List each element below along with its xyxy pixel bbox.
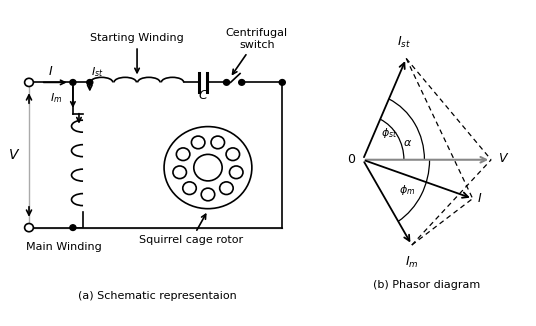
Text: 0: 0 [347, 153, 355, 166]
Text: (a) Schematic representaion: (a) Schematic representaion [78, 291, 237, 301]
Circle shape [70, 225, 76, 230]
Text: $I_m$: $I_m$ [50, 91, 62, 105]
Circle shape [211, 136, 225, 149]
Text: $\phi_{st}$: $\phi_{st}$ [382, 126, 398, 140]
Circle shape [25, 78, 33, 86]
Text: C: C [198, 89, 207, 102]
Text: $I_m$: $I_m$ [405, 255, 419, 270]
Circle shape [229, 166, 243, 179]
Text: $I_{st}$: $I_{st}$ [397, 35, 411, 50]
Text: Starting Winding: Starting Winding [90, 33, 184, 73]
Text: V: V [9, 148, 19, 162]
Circle shape [25, 224, 33, 232]
Circle shape [220, 182, 233, 195]
Circle shape [191, 136, 205, 149]
Circle shape [87, 80, 93, 85]
Text: (b) Phasor diagram: (b) Phasor diagram [374, 280, 481, 290]
Text: Squirrel cage rotor: Squirrel cage rotor [139, 214, 243, 245]
Circle shape [173, 166, 187, 179]
Circle shape [226, 148, 240, 160]
Circle shape [164, 126, 252, 209]
Circle shape [279, 80, 285, 85]
Circle shape [239, 80, 245, 85]
Text: $\phi_m$: $\phi_m$ [399, 183, 415, 197]
Text: Main Winding: Main Winding [26, 242, 101, 252]
Text: Centrifugal
switch: Centrifugal switch [226, 28, 288, 74]
Circle shape [176, 148, 190, 160]
Text: I: I [49, 66, 53, 79]
Text: I: I [478, 192, 481, 205]
Circle shape [201, 188, 215, 201]
Circle shape [183, 182, 196, 195]
Text: $\alpha$: $\alpha$ [403, 138, 412, 148]
Circle shape [70, 80, 76, 85]
Circle shape [224, 80, 229, 85]
Circle shape [194, 155, 222, 181]
Text: V: V [497, 152, 506, 165]
Text: $I_{st}$: $I_{st}$ [92, 66, 104, 79]
